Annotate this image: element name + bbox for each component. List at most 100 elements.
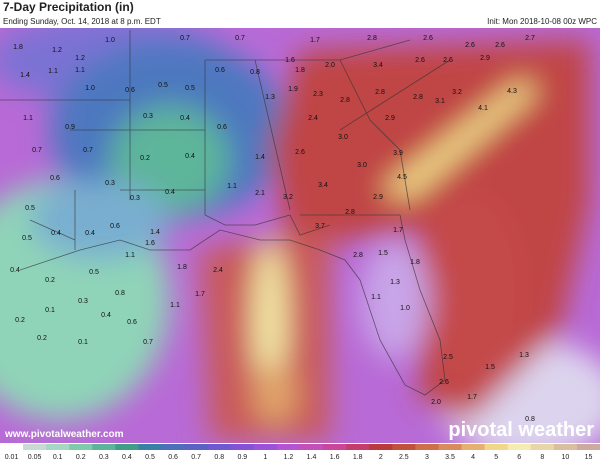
map-value-label: 1.3 (265, 94, 275, 101)
map-value-label: 1.3 (519, 352, 529, 359)
map-value-label: 1.0 (400, 305, 410, 312)
map-value-label: 1.4 (20, 72, 30, 79)
colorbar-swatch (115, 444, 139, 450)
colorbar-swatch (576, 444, 600, 450)
map-value-label: 2.0 (431, 399, 441, 406)
map-value-label: 2.7 (525, 35, 535, 42)
map-value-label: 0.3 (105, 180, 115, 187)
map-value-label: 0.8 (115, 290, 125, 297)
colorbar-swatch (230, 444, 255, 450)
colorbar-label: 2 (379, 454, 383, 461)
colorbar-swatch (415, 444, 439, 450)
map-value-label: 1.1 (48, 68, 58, 75)
map-value-label: 1.1 (170, 302, 180, 309)
map-value-label: 0.6 (217, 124, 227, 131)
map-value-label: 1.1 (75, 67, 85, 74)
map-value-label: 0.4 (165, 189, 175, 196)
map-value-label: 0.5 (185, 85, 195, 92)
map-value-label: 0.3 (130, 195, 140, 202)
header-bg (0, 0, 600, 28)
colorbar-swatch (484, 444, 509, 450)
url: www.pivotalweather.com (4, 429, 124, 440)
map-value-label: 0.5 (25, 205, 35, 212)
colorbar-label: 0.1 (53, 454, 63, 461)
map-value-label: 1.8 (177, 264, 187, 271)
colorbar-swatch (253, 444, 278, 450)
colorbar-swatch (92, 444, 116, 450)
map-value-label: 1.8 (13, 44, 23, 51)
colorbar-swatch (553, 444, 578, 450)
map-value-label: 0.1 (45, 307, 55, 314)
colorbar-label: 1 (263, 454, 267, 461)
map-value-label: 2.3 (313, 91, 323, 98)
map-value-label: 1.9 (288, 86, 298, 93)
map-value-label: 2.8 (367, 35, 377, 42)
precip-field (0, 28, 600, 443)
colorbar-label: 0.4 (122, 454, 132, 461)
map-value-label: 1.1 (227, 183, 237, 190)
colorbar-label: 0.5 (145, 454, 155, 461)
map-value-label: 4.5 (397, 174, 407, 181)
colorbar-label: 15 (585, 454, 593, 461)
map-value-label: 0.3 (78, 298, 88, 305)
map-value-label: 0.9 (65, 124, 75, 131)
brand: pivotal weather (448, 419, 594, 441)
map-value-label: 3.0 (338, 134, 348, 141)
colorbar-label: 0.01 (5, 454, 19, 461)
colorbar-label: 8 (540, 454, 544, 461)
colorbar-swatch (23, 444, 47, 450)
colorbar-swatch (323, 444, 347, 450)
map-value-label: 0.6 (215, 67, 225, 74)
map-value-label: 2.1 (255, 190, 265, 197)
title: 7-Day Precipitation (in) (3, 0, 134, 14)
map-value-label: 1.7 (195, 291, 205, 298)
map-value-label: 0.5 (89, 269, 99, 276)
map-value-label: 2.6 (443, 57, 453, 64)
colorbar-swatch (69, 444, 93, 450)
map-value-label: 0.6 (127, 319, 137, 326)
colorbar-label: 0.9 (237, 454, 247, 461)
map-value-label: 0.7 (180, 35, 190, 42)
colorbar-label: 4 (471, 454, 475, 461)
colorbar-label: 2.5 (399, 454, 409, 461)
map-value-label: 0.8 (250, 69, 260, 76)
map-value-label: 2.6 (495, 42, 505, 49)
colorbar-swatch (46, 444, 70, 450)
map-value-label: 0.1 (78, 339, 88, 346)
colorbar-label: 0.6 (168, 454, 178, 461)
colorbar-label: 3 (425, 454, 429, 461)
map-value-label: 0.4 (185, 153, 195, 160)
map-value-label: 1.6 (145, 240, 155, 247)
map-value-label: 0.6 (50, 175, 60, 182)
map-value-label: 1.4 (150, 229, 160, 236)
map-value-label: 3.4 (373, 62, 383, 69)
colorbar-swatch (207, 444, 232, 450)
colorbar: 0.01 0.05 0.1 0.2 0.3 0.4 0.5 0.6 0.7 0.8 0.9 1 1.2 1… (0, 444, 600, 461)
map-value-label: 1.1 (125, 252, 135, 259)
map-value-label: 2.4 (308, 115, 318, 122)
map-value-label: 0.4 (101, 312, 111, 319)
map-value-label: 2.8 (375, 89, 385, 96)
map-value-label: 1.7 (393, 227, 403, 234)
map-value-label: 1.7 (467, 394, 477, 401)
map-value-label: 1.5 (378, 250, 388, 257)
colorbar-label: 0.3 (99, 454, 109, 461)
map-value-label: 1.5 (485, 364, 495, 371)
map-value-label: 2.8 (345, 209, 355, 216)
colorbar-label: 0.05 (28, 454, 42, 461)
map-value-label: 3.1 (435, 98, 445, 105)
colorbar-swatch (530, 444, 555, 450)
colorbar-label: 1.6 (330, 454, 340, 461)
colorbar-label: 0.2 (76, 454, 86, 461)
map-value-label: 2.6 (439, 379, 449, 386)
map-value-label: 3.0 (357, 162, 367, 169)
map-value-label: 2.0 (325, 62, 335, 69)
map-value-label: 0.8 (525, 416, 535, 423)
map-value-label: 0.5 (22, 235, 32, 242)
map-value-label: 2.8 (353, 252, 363, 259)
map-value-label: 0.4 (51, 230, 61, 237)
map-value-label: 0.7 (83, 147, 93, 154)
colorbar-label: 5 (494, 454, 498, 461)
map-value-label: 1.8 (295, 67, 305, 74)
